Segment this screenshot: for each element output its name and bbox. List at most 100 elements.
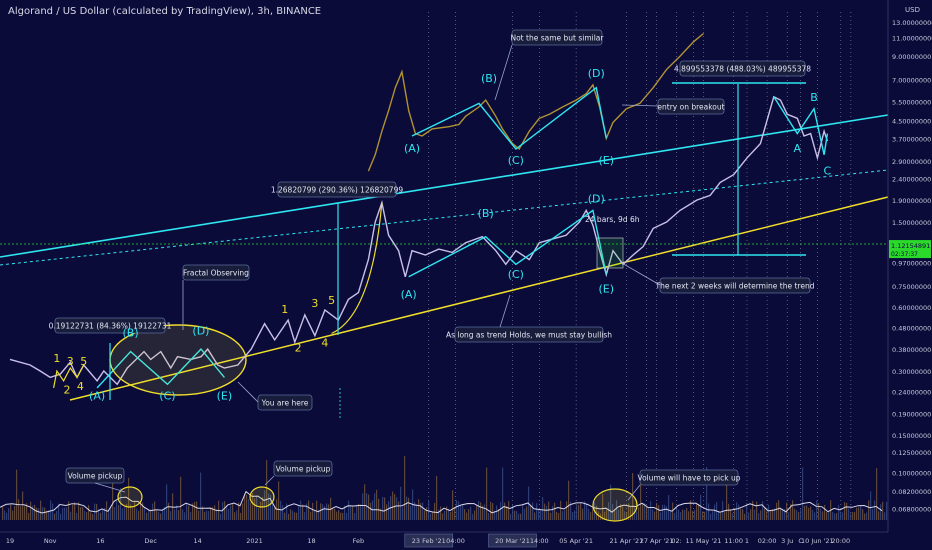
wave-structure [96, 348, 225, 389]
volume-bar [484, 504, 486, 520]
volume-bar [584, 501, 586, 520]
volume-bar [86, 512, 88, 520]
volume-bar [462, 504, 464, 520]
as-long-as-label-pointer [499, 294, 511, 328]
volume-bar [546, 505, 548, 520]
volume-bar [870, 491, 872, 520]
volume-bar [60, 513, 62, 520]
measure-label-3-box [679, 60, 806, 77]
volume-bar [214, 505, 216, 520]
volume-bar [780, 508, 782, 520]
volume-bar [610, 484, 612, 520]
volume-bar [464, 509, 466, 520]
not-same-label-box [511, 29, 603, 46]
volume-bar [518, 513, 520, 520]
volume-bar [616, 500, 618, 520]
x-tick-label: C [798, 537, 803, 545]
y-tick-label: 0.30000000 [892, 368, 931, 376]
wave-label: (E) [599, 283, 615, 296]
volume-bar [572, 511, 574, 520]
volume-bar [730, 509, 732, 520]
y-tick-label: 4.50000000 [892, 117, 931, 125]
volume-bar [504, 502, 506, 520]
volume-bar [168, 502, 170, 520]
y-tick-label: 2.90000000 [892, 158, 931, 166]
volume-bar [816, 500, 818, 520]
volume-bar [152, 503, 154, 520]
volume-bar [776, 502, 778, 520]
volume-bar [216, 509, 218, 520]
volume-bar [604, 511, 606, 520]
x-tick-label: 11 May '21 [685, 537, 721, 545]
volume-bar [718, 511, 720, 520]
volume-bar [4, 510, 6, 520]
volume-bar [436, 475, 438, 520]
volume-bar [328, 504, 330, 520]
volume-bar [448, 508, 450, 520]
volume-bar [498, 509, 500, 520]
volume-bar [556, 511, 558, 520]
volume-bar [82, 507, 84, 520]
as-long-as-label-box [454, 326, 604, 343]
volume-bar [226, 505, 228, 520]
volume-bar [66, 507, 68, 520]
x-tick-label: 10 Jun '21 [801, 537, 834, 545]
volume-bar [258, 507, 260, 520]
volume-bar [246, 494, 248, 520]
volume-pickup-label-2-pointer [264, 475, 275, 486]
volume-will-label-box [639, 469, 739, 486]
volume-bar [10, 504, 12, 520]
next-weeks-label: The next 2 weeks will determine the tren… [655, 282, 815, 291]
volume-bar [666, 506, 668, 520]
volume-bar [520, 513, 522, 520]
impulse-wave [331, 202, 383, 335]
volume-bar [602, 493, 604, 520]
volume-bar [728, 503, 730, 520]
volume-bar [100, 512, 102, 520]
volume-bar [212, 507, 214, 520]
volume-bar [736, 502, 738, 520]
volume-bar [678, 509, 680, 520]
volume-bar [88, 505, 90, 520]
volume-bar [138, 510, 140, 520]
volume-bar [884, 512, 886, 520]
volume-bar [384, 497, 386, 520]
volume-bar [350, 505, 352, 520]
volume-bar [76, 512, 78, 520]
volume-bar [230, 505, 232, 520]
volume-bar [314, 510, 316, 520]
volume-bar [430, 513, 432, 520]
wave-label: C [824, 165, 832, 178]
volume-bar [620, 504, 622, 520]
volume-bar [648, 507, 650, 520]
wave-label: 2 [63, 384, 70, 397]
volume-bar [338, 510, 340, 520]
volume-bar [798, 512, 800, 520]
volume-bar [428, 500, 430, 520]
volume-bar [386, 504, 388, 520]
you-are-here-label-box [257, 394, 313, 411]
volume-bar [130, 504, 132, 520]
volume-bar [98, 508, 100, 520]
bars-days-label: 24 bars, 9d 6h [585, 215, 640, 224]
volume-bar [474, 510, 476, 520]
entry-breakout-label-box [657, 98, 725, 115]
volume-bar [382, 496, 384, 520]
volume-bar [136, 508, 138, 520]
volume-bar [342, 513, 344, 520]
volume-bar [844, 502, 846, 520]
wave-label: (B) [123, 327, 139, 340]
volume-bar [642, 503, 644, 520]
volume-bar [768, 504, 770, 520]
volume-bar [664, 504, 666, 520]
wave-label: (A) [401, 288, 417, 301]
volume-bar [6, 512, 8, 520]
x-tick-highlight [404, 533, 454, 548]
measure-label-3: 4.899553378 (488.03%) 489955378 [674, 65, 811, 74]
volume-bar [112, 467, 114, 520]
volume-bar [530, 505, 532, 520]
volume-bar [164, 507, 166, 520]
volume-bar [676, 508, 678, 520]
